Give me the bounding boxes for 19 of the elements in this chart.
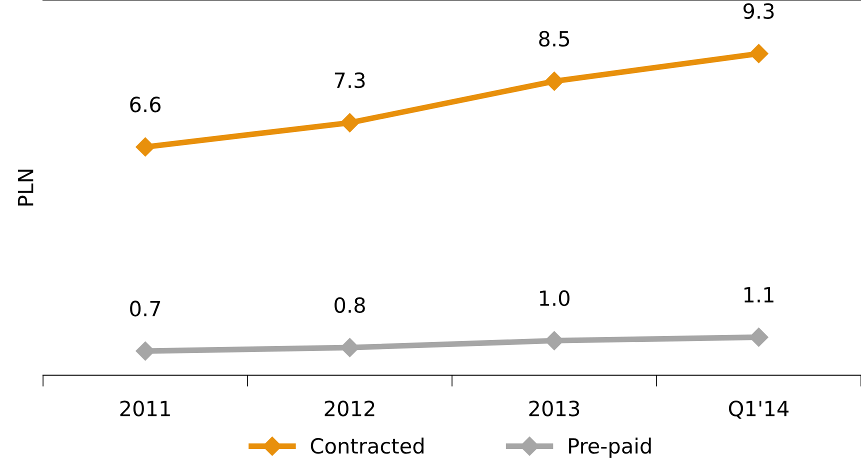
- x-tick-label: Q1'14: [728, 400, 789, 419]
- x-tick-label: 2011: [120, 400, 170, 416]
- data-label: 6.6: [130, 96, 161, 112]
- x-tick-label: 2012: [324, 400, 374, 416]
- data-label: 7.3: [334, 72, 365, 88]
- data-label: 0.7: [130, 300, 160, 316]
- data-label: 1.1: [744, 287, 774, 302]
- point: [340, 113, 360, 132]
- point: [544, 72, 564, 91]
- data-label: 0.8: [334, 297, 365, 313]
- legend-label: Pre-paid: [569, 438, 651, 458]
- data-label: 1.0: [540, 290, 570, 306]
- legend-label: Contracted: [310, 438, 424, 454]
- x-tick-label: 2013: [529, 400, 580, 416]
- point: [749, 44, 768, 64]
- y-axis-title: PLN: [18, 170, 34, 206]
- data-label: 9.3: [744, 3, 774, 19]
- point: [136, 137, 155, 156]
- data-label: 8.5: [539, 30, 570, 47]
